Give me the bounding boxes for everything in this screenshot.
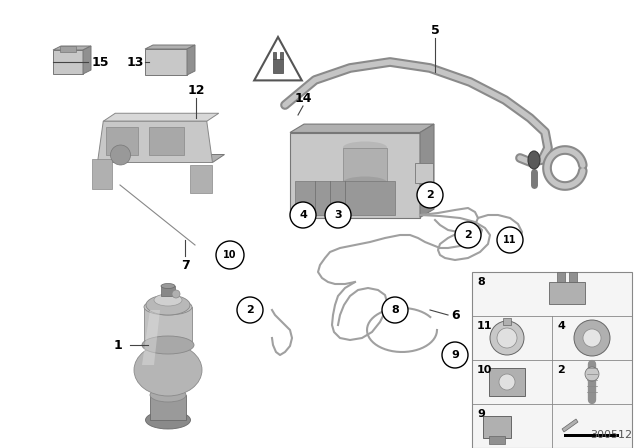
Ellipse shape xyxy=(144,299,192,315)
Circle shape xyxy=(382,297,408,323)
Circle shape xyxy=(497,227,523,253)
Polygon shape xyxy=(420,124,434,217)
Ellipse shape xyxy=(343,177,387,189)
Bar xyxy=(290,133,420,217)
Polygon shape xyxy=(290,124,434,133)
Text: 2: 2 xyxy=(464,230,472,240)
Bar xyxy=(273,52,276,60)
Polygon shape xyxy=(562,419,578,432)
Text: 9: 9 xyxy=(477,409,485,419)
Bar xyxy=(92,159,112,189)
Circle shape xyxy=(290,202,316,228)
Ellipse shape xyxy=(150,388,186,402)
Ellipse shape xyxy=(528,151,540,169)
Bar xyxy=(503,318,511,325)
Circle shape xyxy=(442,342,468,368)
Bar xyxy=(60,46,76,52)
Bar xyxy=(343,147,387,182)
Bar xyxy=(489,436,505,444)
Bar xyxy=(149,126,184,155)
Polygon shape xyxy=(142,310,160,365)
Circle shape xyxy=(325,202,351,228)
Circle shape xyxy=(490,321,524,355)
Polygon shape xyxy=(103,113,219,121)
Circle shape xyxy=(455,222,481,248)
Ellipse shape xyxy=(134,344,202,396)
Text: 14: 14 xyxy=(294,91,312,104)
Circle shape xyxy=(216,241,244,269)
Polygon shape xyxy=(187,45,195,75)
Bar xyxy=(53,50,83,74)
Circle shape xyxy=(574,320,610,356)
Polygon shape xyxy=(83,46,91,74)
Text: 8: 8 xyxy=(477,277,484,287)
Bar xyxy=(557,272,565,282)
Polygon shape xyxy=(145,45,195,49)
Text: 2: 2 xyxy=(246,305,254,315)
Text: 8: 8 xyxy=(391,305,399,315)
Polygon shape xyxy=(97,155,225,163)
Text: 9: 9 xyxy=(451,350,459,360)
Circle shape xyxy=(583,329,601,347)
Bar xyxy=(106,126,138,155)
Ellipse shape xyxy=(142,336,194,354)
Bar xyxy=(145,49,187,75)
Bar xyxy=(150,395,186,420)
Text: 2: 2 xyxy=(426,190,434,200)
Text: 300512: 300512 xyxy=(590,430,632,440)
Ellipse shape xyxy=(146,295,190,315)
Text: 11: 11 xyxy=(503,235,516,245)
Bar xyxy=(280,52,283,60)
Bar xyxy=(472,272,632,448)
Circle shape xyxy=(237,297,263,323)
Bar xyxy=(569,272,577,282)
Text: 3: 3 xyxy=(334,210,342,220)
Bar xyxy=(273,60,283,73)
Text: 5: 5 xyxy=(431,23,440,36)
Circle shape xyxy=(172,290,180,298)
Circle shape xyxy=(111,145,131,165)
Ellipse shape xyxy=(145,411,191,429)
Ellipse shape xyxy=(161,284,175,289)
Text: 1: 1 xyxy=(114,339,122,352)
Circle shape xyxy=(499,374,515,390)
Bar xyxy=(295,181,395,215)
Bar xyxy=(415,163,433,183)
Bar xyxy=(144,307,192,345)
Text: 4: 4 xyxy=(557,321,565,331)
Text: 10: 10 xyxy=(477,365,492,375)
Text: 10: 10 xyxy=(223,250,237,260)
Circle shape xyxy=(585,367,599,381)
Bar xyxy=(483,416,511,438)
Bar xyxy=(549,282,585,304)
Text: 4: 4 xyxy=(299,210,307,220)
Circle shape xyxy=(497,328,517,348)
Ellipse shape xyxy=(343,142,387,154)
Bar xyxy=(161,286,175,296)
Polygon shape xyxy=(97,121,212,163)
Circle shape xyxy=(417,182,443,208)
Bar xyxy=(189,164,211,193)
Polygon shape xyxy=(53,46,91,50)
Bar xyxy=(564,434,619,437)
Text: 13: 13 xyxy=(126,56,144,69)
Bar xyxy=(489,368,525,396)
Text: 15: 15 xyxy=(92,56,109,69)
Ellipse shape xyxy=(154,294,182,306)
Text: 6: 6 xyxy=(452,309,460,322)
Text: 2: 2 xyxy=(557,365,564,375)
Text: 11: 11 xyxy=(477,321,493,331)
Text: 12: 12 xyxy=(188,83,205,96)
Text: 7: 7 xyxy=(180,258,189,271)
